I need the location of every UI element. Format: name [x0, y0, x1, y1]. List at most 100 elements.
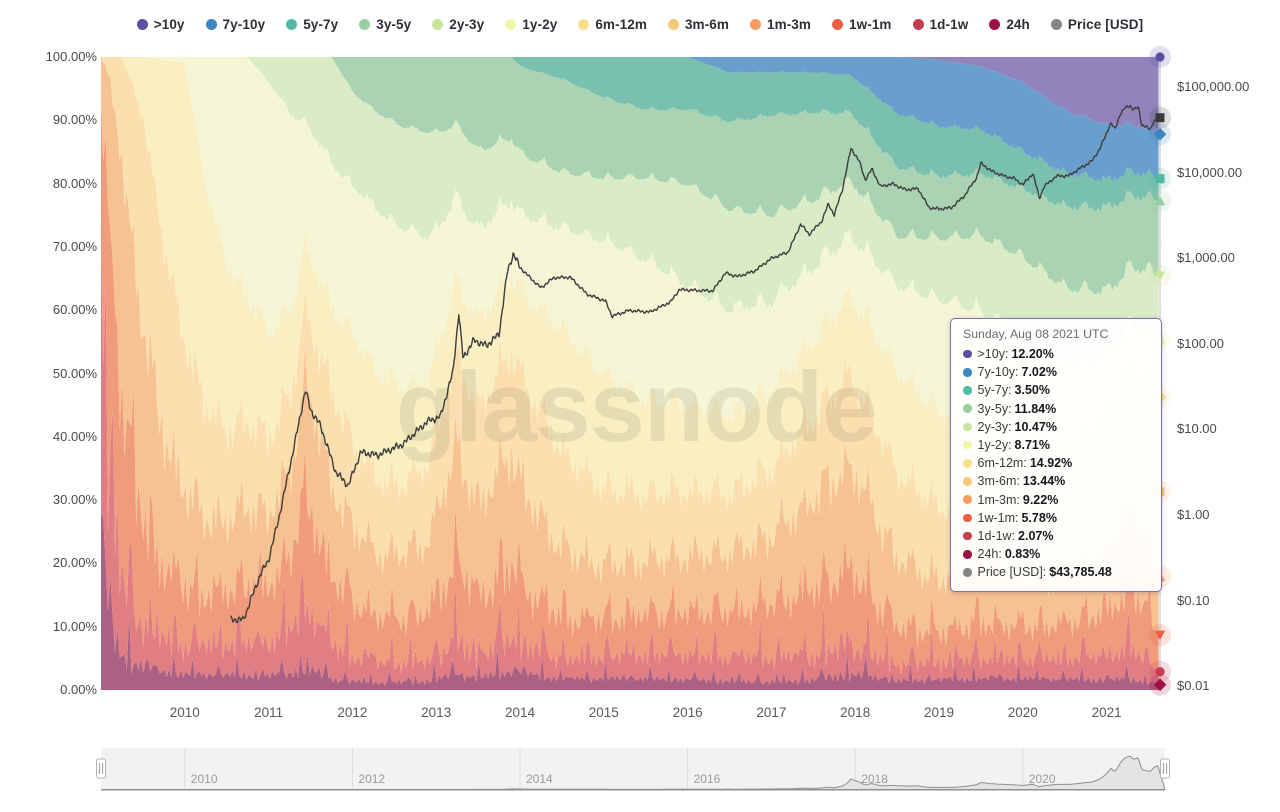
legend-dot-icon [505, 19, 517, 30]
y-axis-left-label: 90.00% [52, 112, 97, 128]
tooltip-series-label: 7y-10y: [977, 365, 1019, 380]
x-axis-label: 2021 [1091, 705, 1122, 720]
tooltip-row: 1m-3m: 9.22% [963, 491, 1149, 509]
tooltip-series-dot-icon [963, 404, 972, 413]
y-axis-left-label: 20.00% [52, 555, 97, 571]
legend-dot-icon [578, 19, 590, 30]
tooltip-series-label: 1d-1w: [977, 529, 1016, 544]
tooltip-row: 5y-7y: 3.50% [963, 381, 1149, 399]
tooltip-series-dot-icon [963, 513, 972, 523]
y-axis-left-label: 30.00% [52, 492, 97, 508]
tooltip-series-label: 1w-1m: [977, 510, 1019, 525]
legend-item-1m-3m[interactable]: 1m-3m [749, 17, 812, 32]
navigator-handle-left [96, 758, 106, 779]
tooltip-series-label: 1m-3m: [977, 492, 1020, 507]
x-axis-label: 2018 [840, 705, 871, 720]
x-axis-label: 2019 [923, 705, 955, 720]
y-axis-right-label: $0.10 [1177, 592, 1210, 608]
navigator-year-label: 2010 [190, 772, 218, 786]
y-axis-left-label: 50.00% [52, 365, 97, 381]
legend-item-label: 7y-10y [222, 17, 266, 32]
tooltip-series-label: 3m-6m: [977, 474, 1020, 489]
tooltip-series-value: 11.84% [1014, 401, 1057, 416]
tooltip-series-label: 24h: [977, 547, 1002, 562]
navigator-year-label: 2020 [1028, 772, 1056, 786]
legend-dot-icon [205, 19, 217, 30]
legend-item-6m-12m[interactable]: 6m-12m [578, 17, 647, 32]
x-axis-label: 2012 [337, 705, 368, 720]
x-axis-label: 2014 [504, 705, 536, 720]
legend-item-3m-6m[interactable]: 3m-6m [667, 17, 729, 32]
legend-item-label: 1w-1m [849, 17, 892, 32]
tooltip-series-dot-icon [963, 386, 972, 395]
tooltip-series-value: 14.92% [1029, 456, 1073, 471]
y-axis-right-label: $1,000.00 [1177, 250, 1235, 266]
legend-item-label: 1y-2y [522, 17, 558, 32]
x-axis-label: 2013 [421, 705, 452, 720]
tooltip-series-dot-icon [963, 477, 972, 486]
legend-dot-icon [832, 19, 844, 30]
legend-item-7y-10y[interactable]: 7y-10y [205, 17, 266, 32]
tooltip-series-dot-icon [963, 531, 972, 541]
legend-item-label: 1d-1w [929, 17, 969, 32]
tooltip-row: Price [USD]: $43,785.48 [963, 563, 1149, 581]
tooltip-series-value: 0.83% [1004, 547, 1041, 562]
legend-item-label: 2y-3y [449, 17, 485, 32]
tooltip-series-value: 3.50% [1014, 383, 1050, 398]
y-axis-left-label: 100.00% [45, 49, 97, 64]
navigator-mini-chart [101, 755, 1166, 790]
x-axis-label: 2011 [254, 705, 284, 720]
legend-item-label: 6m-12m [595, 17, 647, 32]
legend-dot-icon [989, 19, 1001, 30]
tooltip-date: Sunday, Aug 08 2021 UTC [963, 327, 1109, 341]
legend-item-3y-5y[interactable]: 3y-5y [359, 17, 411, 32]
tooltip-series-dot-icon [963, 422, 972, 432]
y-axis-right-label: $1.00 [1177, 507, 1210, 522]
tooltip-row: >10y: 12.20% [963, 345, 1149, 363]
tooltip-row: 24h: 0.83% [963, 545, 1149, 563]
tooltip-row: 2y-3y: 10.47% [963, 418, 1149, 436]
tooltip-series-dot-icon [963, 550, 972, 559]
legend-item-label: 5y-7y [303, 17, 339, 32]
legend-item--10y[interactable]: >10y [136, 17, 185, 32]
tooltip-row: 3y-5y: 11.84% [963, 400, 1149, 418]
legend-item-price-usd-[interactable]: Price [USD] [1050, 17, 1144, 32]
legend-dot-icon [136, 19, 148, 30]
y-axis-right-label: $0.01 [1177, 678, 1210, 694]
tooltip-series-value: 8.71% [1014, 438, 1050, 453]
tooltip: Sunday, Aug 08 2021 UTC >10y: 12.20% 7y-1… [950, 318, 1162, 592]
tooltip-series-label: 3y-5y: [977, 401, 1012, 416]
tooltip-row: 6m-12m: 14.92% [963, 454, 1149, 472]
y-axis-left-label: 0.00% [60, 682, 97, 697]
legend-item-label: >10y [153, 17, 185, 32]
tooltip-series-value: 9.22% [1022, 492, 1059, 507]
x-axis-label: 2015 [588, 705, 619, 720]
tooltip-row: 1d-1w: 2.07% [963, 527, 1149, 545]
tooltip-row: 1y-2y: 8.71% [963, 436, 1149, 454]
x-axis-label: 2010 [169, 705, 200, 720]
navigator-year-label: 2014 [526, 772, 553, 786]
legend-dot-icon [359, 19, 371, 30]
tooltip-series-value: 13.44% [1022, 474, 1066, 489]
legend-item-1w-1m[interactable]: 1w-1m [832, 17, 892, 32]
tooltip-row: 3m-6m: 13.44% [963, 472, 1149, 490]
legend-item-5y-7y[interactable]: 5y-7y [286, 17, 338, 32]
legend-item-label: 3y-5y [376, 17, 412, 32]
legend-dot-icon [286, 19, 298, 30]
legend-item-label: Price [USD] [1067, 17, 1144, 32]
tooltip-series-dot-icon [963, 349, 972, 359]
y-axis-right-label: $100,000.00 [1177, 79, 1250, 94]
legend: >10y 7y-10y 5y-7y 3y-5y 2y-3y 1y-2y 6m-12m 3m-6… [0, 17, 1280, 32]
legend-item-1y-2y[interactable]: 1y-2y [505, 17, 557, 32]
y-axis-left-label: 70.00% [52, 238, 97, 254]
navigator-handle-right [1160, 758, 1170, 779]
legend-item-1d-1w[interactable]: 1d-1w [912, 17, 969, 32]
legend-item-24h[interactable]: 24h [989, 17, 1030, 32]
legend-item-2y-3y[interactable]: 2y-3y [432, 17, 484, 32]
legend-item-label: 1m-3m [766, 17, 812, 32]
y-axis-left-label: 60.00% [52, 302, 97, 318]
navigator-year-label: 2018 [861, 772, 888, 786]
y-axis-left-label: 40.00% [52, 428, 97, 444]
tooltip-row: 7y-10y: 7.02% [963, 363, 1149, 381]
tooltip-series-dot-icon [963, 440, 972, 450]
